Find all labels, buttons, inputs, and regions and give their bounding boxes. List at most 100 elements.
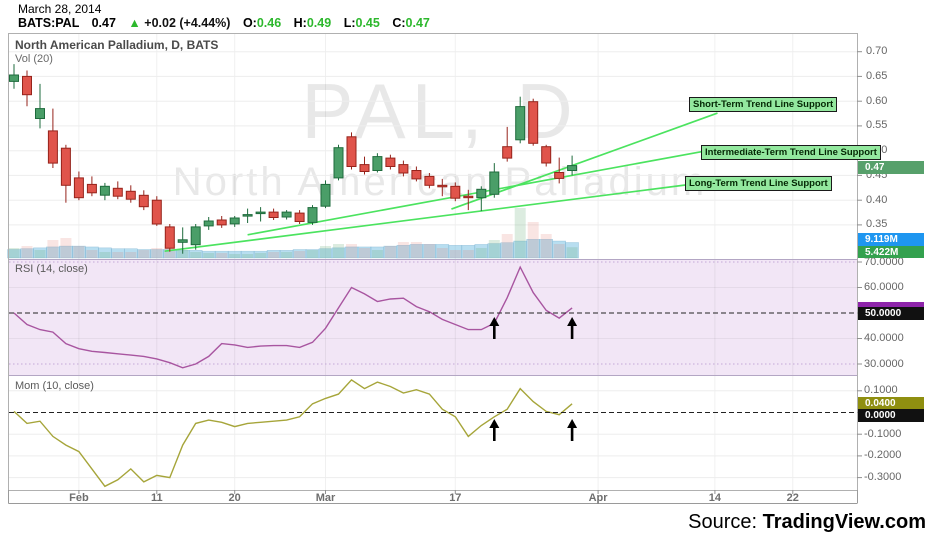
candle <box>47 130 58 164</box>
signal-arrow-icon[interactable] <box>567 317 578 339</box>
candle <box>151 199 162 225</box>
rsi-value-badge <box>858 302 924 307</box>
signal-arrows <box>489 317 578 441</box>
date-label: March 28, 2014 <box>18 2 102 16</box>
candle <box>35 108 45 119</box>
time-axis-tick: Mar <box>315 492 336 504</box>
candle <box>255 211 266 215</box>
candle <box>9 74 19 82</box>
mom-axis-tick: -0.2000 <box>864 449 902 462</box>
candle <box>242 214 253 217</box>
candle <box>164 226 175 249</box>
candle <box>411 170 422 180</box>
signal-arrow-icon[interactable] <box>567 419 578 441</box>
price-axis-tick: 0.60 <box>866 94 888 107</box>
candle <box>372 156 383 172</box>
candle <box>476 188 487 199</box>
candle <box>554 172 565 179</box>
candle <box>450 185 461 199</box>
candle <box>385 157 396 168</box>
trend-line-label[interactable]: Intermediate-Term Trend Line Support <box>701 145 881 160</box>
candle <box>528 101 539 144</box>
symbol-status-line: BATS:PAL 0.47 ▲ +0.02 (+4.44%) O:0.46 H:… <box>18 16 430 30</box>
rsi-axis-tick: 70.0000 <box>864 255 904 268</box>
candles <box>9 64 578 254</box>
close-label: C: <box>392 16 406 30</box>
candle <box>320 183 331 207</box>
candle <box>489 171 500 195</box>
mom-value-badge: 0.0400 <box>858 397 924 409</box>
candle <box>346 136 357 168</box>
candle <box>281 211 292 218</box>
high-value: 0.49 <box>306 16 332 30</box>
time-axis-tick: 22 <box>786 492 799 504</box>
candle <box>203 220 214 227</box>
close-value: 0.47 <box>405 16 430 30</box>
candle <box>99 185 110 196</box>
price-axis-tick: 0.40 <box>866 193 888 206</box>
mom-indicator-label: Mom (10, close) <box>15 380 94 392</box>
source-site: TradingView.com <box>762 511 926 533</box>
time-axis-tick: Feb <box>69 492 89 504</box>
source-prefix: Source: <box>688 511 758 533</box>
candle <box>424 175 435 186</box>
trend-line[interactable] <box>164 184 687 253</box>
signal-arrow-icon[interactable] <box>489 317 500 339</box>
candle <box>138 194 149 208</box>
candle <box>60 147 71 186</box>
candle <box>86 183 97 194</box>
candle <box>502 146 513 159</box>
candle <box>125 190 136 200</box>
mom-axis-tick: 0.1000 <box>864 384 898 397</box>
mom-axis-tick: -0.1000 <box>864 427 902 440</box>
candle <box>216 219 227 226</box>
rsi-level-badge: 50.0000 <box>858 307 924 320</box>
price-change: +0.02 (+4.44%) <box>144 16 231 30</box>
candle <box>463 195 474 199</box>
volume-overlay-bars <box>7 239 579 259</box>
candle <box>398 164 409 174</box>
volume-indicator-label: Vol (20) <box>15 53 53 65</box>
price-axis-tick: 0.70 <box>866 45 888 58</box>
price-axis-tick: 0.55 <box>866 119 888 132</box>
candle <box>541 146 552 164</box>
mom-level-badge: 0.0000 <box>858 409 924 422</box>
source-attribution: Source: TradingView.com <box>688 511 926 534</box>
mom-line <box>13 378 573 488</box>
candle <box>567 165 578 172</box>
time-axis-tick: 20 <box>228 492 241 504</box>
open-label: O: <box>242 16 257 30</box>
candle <box>229 217 240 225</box>
trend-line-label[interactable]: Long-Term Trend Line Support <box>685 176 832 191</box>
signal-arrow-icon[interactable] <box>489 419 500 441</box>
symbol-label: BATS:PAL <box>18 16 80 30</box>
candle <box>73 177 84 199</box>
candle <box>333 147 344 179</box>
low-value: 0.45 <box>355 16 380 30</box>
volume-ma-badge: 5.422M <box>858 246 924 258</box>
trend-line-label[interactable]: Short-Term Trend Line Support <box>689 97 838 112</box>
candle <box>268 211 279 219</box>
time-axis-tick: 11 <box>150 492 163 504</box>
up-arrow-icon: ▲ <box>128 16 141 30</box>
candle <box>294 212 305 223</box>
candle <box>515 106 526 141</box>
last-price-badge: 0.47 <box>858 161 924 174</box>
chart-frame <box>8 33 862 504</box>
chart-title: North American Palladium, D, BATS <box>15 38 219 52</box>
rsi-axis-tick: 60.0000 <box>864 281 904 293</box>
rsi-indicator-label: RSI (14, close) <box>15 263 88 275</box>
candle <box>177 239 188 243</box>
open-value: 0.46 <box>256 16 282 30</box>
candle <box>190 226 201 246</box>
price-axis-tick: 0.35 <box>866 218 888 231</box>
candle <box>307 207 318 223</box>
rsi-panel-background <box>9 260 857 375</box>
candle <box>112 187 123 197</box>
rsi-axis-tick: 40.0000 <box>864 332 904 344</box>
trend-lines[interactable] <box>164 112 718 253</box>
time-axis-tick: 14 <box>708 492 722 504</box>
last-price: 0.47 <box>91 16 116 30</box>
